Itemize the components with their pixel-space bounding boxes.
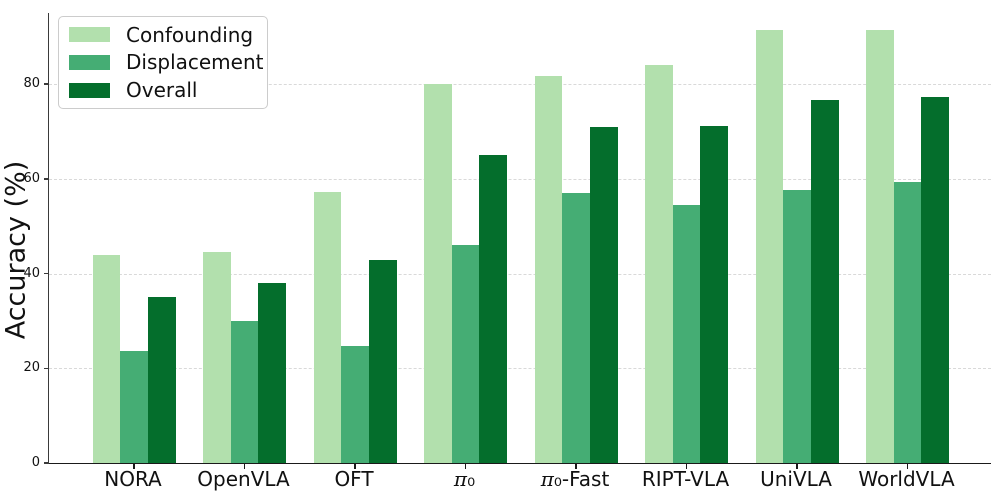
bar-confounding-pi [424, 84, 452, 463]
y-tick-label-60: 60 [23, 170, 40, 186]
bar-confounding-worldvla [866, 30, 894, 463]
bar-displacement-worldvla [893, 182, 922, 463]
y-tick-mark-40 [44, 272, 49, 275]
y-axis-label: Accuracy (%) [0, 160, 32, 340]
bar-overall-univla [810, 100, 839, 463]
x-tick-label-ript-vla: RIPT-VLA [641, 467, 730, 491]
bar-group-pi [424, 13, 508, 463]
x-tick-mark-fast [575, 464, 577, 469]
y-tick-mark-0 [44, 462, 49, 464]
y-tick-label-40: 40 [23, 265, 40, 281]
y-tick-mark-20 [44, 367, 49, 369]
bar-overall-ript-vla [700, 126, 729, 463]
x-tick-mark-worldvla [906, 464, 908, 469]
legend-item-overall: Overall [69, 79, 257, 101]
legend-item-confounding: Confounding [69, 24, 257, 46]
legend-swatch-confounding [69, 27, 110, 43]
bar-displacement-pi [451, 245, 480, 463]
legend: Confounding Displacement Overall [58, 16, 268, 109]
x-tick-label-fast: π₀-Fast [540, 467, 610, 491]
y-tick-label-80: 80 [23, 76, 40, 92]
x-tick-label-pi: π₀ [453, 467, 476, 491]
gridline-y20 [49, 368, 991, 370]
gridline-y80 [49, 84, 991, 86]
bar-confounding-nora [92, 254, 121, 463]
x-tick-mark-pi [464, 464, 466, 469]
y-tick-mark-80 [44, 83, 49, 85]
bar-confounding-ript-vla [645, 65, 673, 463]
x-tick-label-nora: NORA [104, 467, 162, 491]
bar-group-nora [92, 13, 176, 463]
plot-area [48, 13, 991, 464]
legend-label-confounding: Confounding [126, 22, 254, 47]
legend-swatch-overall [69, 82, 110, 98]
x-tick-mark-ript-vla [685, 464, 687, 469]
bar-group-openvla [203, 13, 287, 463]
bar-group-univla [755, 13, 839, 463]
x-tick-mark-openvla [243, 464, 245, 469]
x-tick-label-univla: UniVLA [760, 467, 832, 491]
bar-confounding-fast [534, 76, 563, 463]
legend-label-overall: Overall [126, 78, 198, 103]
y-tick-mark-60 [44, 178, 49, 180]
x-tick-label-openvla: OpenVLA [197, 467, 290, 491]
bar-group-worldvla [866, 13, 950, 463]
x-tick-label-oft: OFT [334, 467, 374, 491]
bar-displacement-nora [120, 350, 148, 463]
bar-group-ript-vla [645, 13, 729, 463]
bar-displacement-openvla [230, 320, 259, 463]
bar-group-fast [534, 13, 618, 463]
gridline-y60 [49, 178, 991, 180]
x-tick-mark-oft [354, 464, 356, 469]
bar-overall-pi [479, 155, 508, 463]
gridline-y40 [49, 273, 991, 275]
bar-confounding-openvla [203, 252, 231, 463]
legend-swatch-displacement [69, 54, 110, 70]
bar-overall-nora [147, 297, 176, 463]
bar-confounding-oft [313, 191, 342, 463]
bar-displacement-ript-vla [672, 205, 701, 463]
x-tick-mark-nora [133, 464, 135, 469]
y-tick-label-20: 20 [23, 360, 40, 376]
legend-item-displacement: Displacement [69, 51, 264, 73]
bar-displacement-univla [783, 189, 811, 463]
bar-group-oft [313, 13, 397, 463]
y-tick-label-0: 0 [31, 455, 40, 470]
x-tick-label-worldvla: WorldVLA [858, 467, 955, 491]
bar-displacement-fast [562, 193, 590, 463]
bar-overall-oft [368, 260, 397, 463]
legend-label-displacement: Displacement [126, 50, 264, 75]
bar-overall-fast [589, 127, 618, 463]
bar-overall-worldvla [921, 97, 950, 463]
x-tick-mark-univla [796, 464, 798, 469]
bar-confounding-univla [755, 30, 784, 463]
bar-overall-openvla [258, 283, 287, 463]
bar-displacement-oft [341, 345, 369, 463]
